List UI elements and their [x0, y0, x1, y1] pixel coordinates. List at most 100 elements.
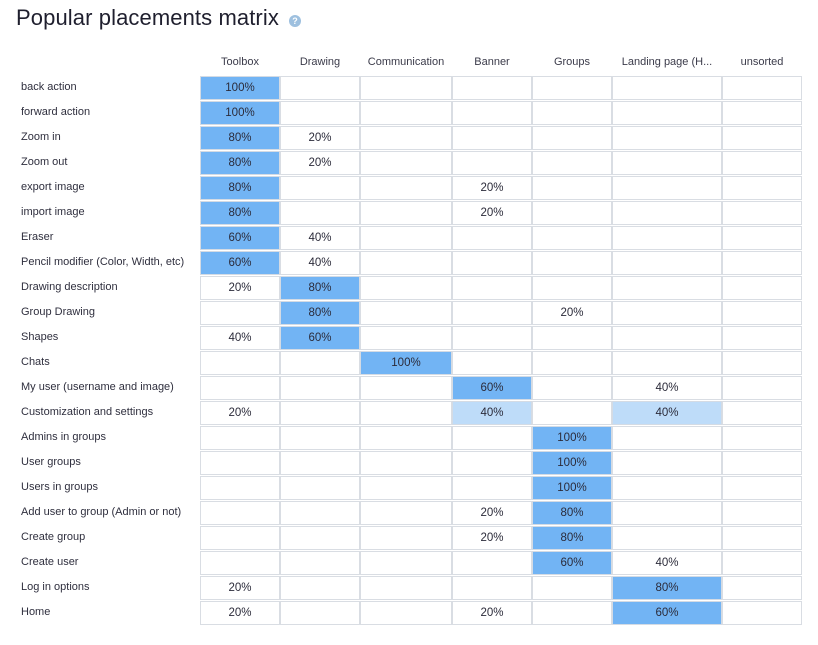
- matrix-cell[interactable]: [360, 276, 452, 300]
- matrix-cell[interactable]: [722, 376, 802, 400]
- matrix-cell[interactable]: [722, 176, 802, 200]
- matrix-cell[interactable]: [280, 576, 360, 600]
- matrix-cell[interactable]: [280, 101, 360, 125]
- matrix-cell[interactable]: [360, 551, 452, 575]
- matrix-cell[interactable]: [722, 201, 802, 225]
- matrix-cell[interactable]: [532, 376, 612, 400]
- matrix-cell[interactable]: 80%: [200, 151, 280, 175]
- matrix-cell[interactable]: [360, 451, 452, 475]
- matrix-cell[interactable]: 20%: [532, 301, 612, 325]
- matrix-cell[interactable]: [722, 401, 802, 425]
- matrix-cell[interactable]: [722, 151, 802, 175]
- matrix-cell[interactable]: 80%: [200, 126, 280, 150]
- matrix-cell[interactable]: 60%: [200, 226, 280, 250]
- matrix-cell[interactable]: [612, 451, 722, 475]
- matrix-cell[interactable]: 100%: [532, 476, 612, 500]
- matrix-cell[interactable]: [200, 501, 280, 525]
- matrix-cell[interactable]: [532, 76, 612, 100]
- matrix-cell[interactable]: [722, 301, 802, 325]
- matrix-cell[interactable]: [532, 226, 612, 250]
- matrix-cell[interactable]: [452, 326, 532, 350]
- matrix-cell[interactable]: [200, 301, 280, 325]
- matrix-cell[interactable]: [612, 201, 722, 225]
- matrix-cell[interactable]: 20%: [452, 526, 532, 550]
- matrix-cell[interactable]: [612, 251, 722, 275]
- matrix-cell[interactable]: 40%: [280, 226, 360, 250]
- matrix-cell[interactable]: [280, 526, 360, 550]
- matrix-cell[interactable]: 20%: [200, 576, 280, 600]
- matrix-cell[interactable]: 80%: [612, 576, 722, 600]
- matrix-cell[interactable]: [612, 226, 722, 250]
- matrix-cell[interactable]: [532, 201, 612, 225]
- matrix-cell[interactable]: [360, 226, 452, 250]
- matrix-cell[interactable]: [612, 426, 722, 450]
- matrix-cell[interactable]: [280, 351, 360, 375]
- matrix-cell[interactable]: [532, 601, 612, 625]
- matrix-cell[interactable]: 40%: [280, 251, 360, 275]
- matrix-cell[interactable]: [452, 226, 532, 250]
- matrix-cell[interactable]: [722, 526, 802, 550]
- matrix-cell[interactable]: [280, 376, 360, 400]
- matrix-cell[interactable]: 40%: [612, 401, 722, 425]
- matrix-cell[interactable]: 80%: [280, 276, 360, 300]
- matrix-cell[interactable]: [200, 526, 280, 550]
- matrix-cell[interactable]: [612, 301, 722, 325]
- matrix-cell[interactable]: [722, 501, 802, 525]
- matrix-cell[interactable]: [452, 126, 532, 150]
- help-icon[interactable]: ?: [288, 14, 301, 27]
- matrix-cell[interactable]: 60%: [280, 326, 360, 350]
- matrix-cell[interactable]: [612, 501, 722, 525]
- matrix-cell[interactable]: 20%: [200, 276, 280, 300]
- matrix-cell[interactable]: [360, 76, 452, 100]
- matrix-cell[interactable]: [360, 401, 452, 425]
- matrix-cell[interactable]: [360, 501, 452, 525]
- matrix-cell[interactable]: [200, 376, 280, 400]
- matrix-cell[interactable]: [532, 126, 612, 150]
- matrix-cell[interactable]: [360, 426, 452, 450]
- matrix-cell[interactable]: 40%: [612, 376, 722, 400]
- matrix-cell[interactable]: [452, 476, 532, 500]
- matrix-cell[interactable]: 80%: [280, 301, 360, 325]
- matrix-cell[interactable]: [612, 326, 722, 350]
- matrix-cell[interactable]: [280, 201, 360, 225]
- matrix-cell[interactable]: [722, 251, 802, 275]
- matrix-cell[interactable]: [722, 326, 802, 350]
- matrix-cell[interactable]: [280, 476, 360, 500]
- matrix-cell[interactable]: 20%: [452, 501, 532, 525]
- matrix-cell[interactable]: [722, 451, 802, 475]
- matrix-cell[interactable]: [722, 476, 802, 500]
- matrix-cell[interactable]: [612, 76, 722, 100]
- matrix-cell[interactable]: [452, 276, 532, 300]
- matrix-cell[interactable]: [360, 301, 452, 325]
- matrix-cell[interactable]: [452, 101, 532, 125]
- matrix-cell[interactable]: [612, 151, 722, 175]
- matrix-cell[interactable]: [200, 551, 280, 575]
- matrix-cell[interactable]: [612, 101, 722, 125]
- matrix-cell[interactable]: [532, 401, 612, 425]
- matrix-cell[interactable]: 20%: [452, 601, 532, 625]
- matrix-cell[interactable]: [452, 426, 532, 450]
- matrix-cell[interactable]: [360, 526, 452, 550]
- matrix-cell[interactable]: [360, 376, 452, 400]
- matrix-cell[interactable]: [452, 551, 532, 575]
- matrix-cell[interactable]: [722, 601, 802, 625]
- matrix-cell[interactable]: [280, 76, 360, 100]
- matrix-cell[interactable]: [280, 451, 360, 475]
- matrix-cell[interactable]: [722, 576, 802, 600]
- matrix-cell[interactable]: [280, 501, 360, 525]
- matrix-cell[interactable]: [360, 476, 452, 500]
- matrix-cell[interactable]: 20%: [452, 176, 532, 200]
- matrix-cell[interactable]: [280, 601, 360, 625]
- matrix-cell[interactable]: [200, 351, 280, 375]
- matrix-cell[interactable]: [200, 451, 280, 475]
- matrix-cell[interactable]: [532, 151, 612, 175]
- matrix-cell[interactable]: [722, 76, 802, 100]
- matrix-cell[interactable]: [360, 251, 452, 275]
- matrix-cell[interactable]: [360, 576, 452, 600]
- matrix-cell[interactable]: 100%: [532, 451, 612, 475]
- matrix-cell[interactable]: [532, 326, 612, 350]
- matrix-cell[interactable]: [360, 326, 452, 350]
- matrix-cell[interactable]: [452, 451, 532, 475]
- matrix-cell[interactable]: 20%: [280, 151, 360, 175]
- matrix-cell[interactable]: [612, 176, 722, 200]
